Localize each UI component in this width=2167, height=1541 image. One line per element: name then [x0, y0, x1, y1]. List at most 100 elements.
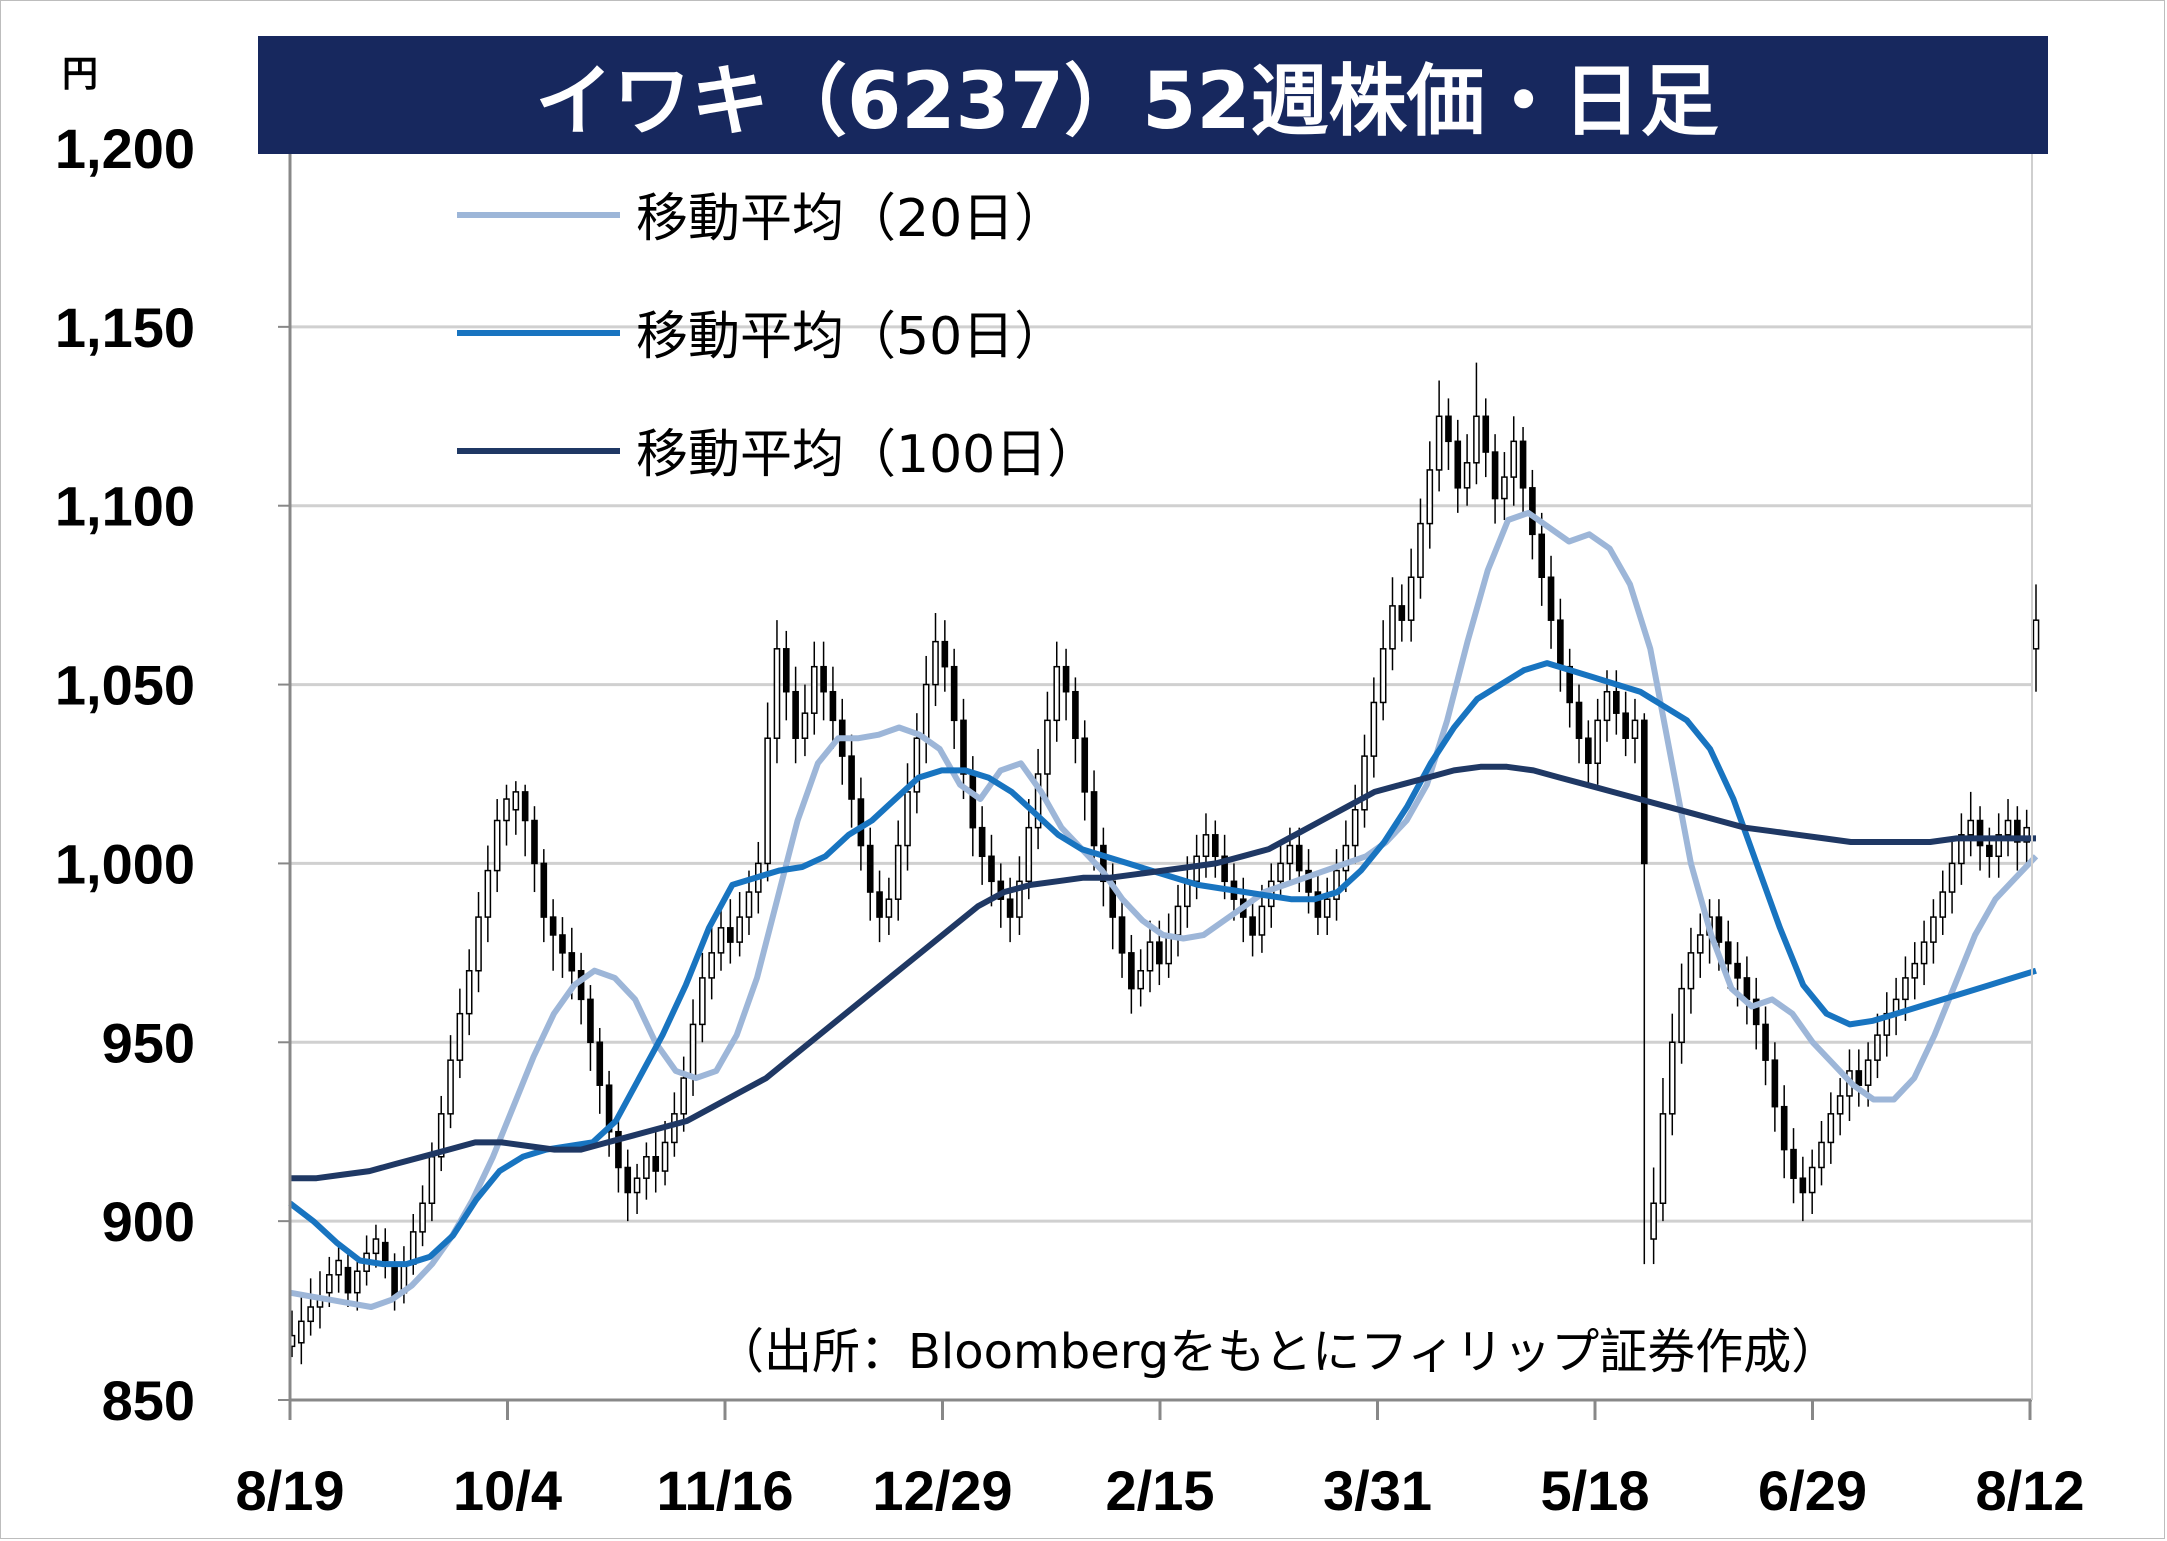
legend: 移動平均（20日） 移動平均（50日） 移動平均（100日） [457, 189, 1099, 485]
candle-body [1389, 605, 1396, 650]
candle-body [2004, 819, 2012, 836]
candle-body [1137, 969, 1144, 990]
candle-body [699, 977, 706, 1026]
candle-body [475, 916, 482, 972]
candle-body [1510, 440, 1518, 478]
candle-body [1696, 934, 1704, 954]
candle-body [801, 712, 809, 739]
candle-body [1864, 1059, 1872, 1086]
candle-body [960, 719, 967, 775]
candle-body [1874, 1034, 1881, 1061]
candle-body [1715, 916, 1723, 943]
candle-body [932, 640, 939, 686]
candle-body [1295, 844, 1303, 872]
candle-body [1790, 1148, 1797, 1179]
candle-body [1128, 952, 1135, 990]
candle-body [1314, 891, 1322, 918]
candle-body [1305, 869, 1312, 893]
candle-body [1146, 941, 1154, 972]
candle-body [988, 855, 995, 883]
candle-body [1976, 819, 1984, 847]
candle-body [1361, 755, 1368, 811]
title-banner [258, 36, 2048, 154]
candle-body [1034, 773, 1042, 829]
candle-body [298, 1320, 305, 1344]
candle-body [1948, 862, 1956, 893]
candle-body [661, 1141, 669, 1172]
x-tick-label: 6/29 [1758, 1459, 1867, 1522]
candle-body [428, 1156, 436, 1205]
candle-body [1752, 998, 1760, 1026]
candle-body [1323, 898, 1331, 918]
candle-body [1566, 665, 1574, 704]
x-tick-label: 2/15 [1106, 1459, 1215, 1522]
x-tick-labels: 8/19 10/4 11/16 12/29 2/15 3/31 5/18 6/29 8/12 [236, 1459, 2085, 1522]
candle-body [2032, 619, 2040, 650]
candle-body [1678, 987, 1685, 1044]
candle-body [1333, 869, 1340, 900]
candle-body [866, 844, 874, 893]
x-tick-label: 3/31 [1323, 1459, 1432, 1522]
candle-body [1902, 977, 1909, 1001]
legend-label-ma100: 移動平均（100日） [636, 425, 1099, 485]
candle-body [782, 648, 790, 693]
candle-body [447, 1059, 454, 1115]
candle-body [1202, 834, 1210, 858]
candle-body [2014, 819, 2021, 843]
candle-body [587, 998, 594, 1044]
candle-body [1072, 690, 1079, 739]
candle-body [1594, 719, 1601, 765]
candle-body [493, 819, 501, 872]
candle-body [615, 1130, 622, 1169]
candle-body [652, 1156, 660, 1172]
candle-body [941, 640, 949, 668]
candle-body [1482, 415, 1490, 453]
candle-body [1743, 977, 1751, 1001]
candle-body [1407, 576, 1415, 621]
candle-body [680, 1077, 688, 1115]
candle-body [1463, 462, 1471, 489]
candle-body [1967, 819, 1975, 836]
candle-body [1818, 1141, 1825, 1169]
candle-body [1211, 834, 1219, 858]
candle-body [829, 690, 837, 722]
y-tick-label: 850 [102, 1369, 195, 1432]
candle-body [484, 869, 492, 918]
candle-body [1025, 826, 1033, 883]
candle-body [437, 1113, 445, 1158]
candle-body [335, 1259, 342, 1276]
candle-body [1501, 476, 1508, 500]
candle-body [773, 648, 781, 739]
series-line-ma20 [289, 509, 2039, 1310]
candle-body [894, 844, 902, 900]
x-tick-label: 5/18 [1541, 1459, 1650, 1522]
candle-body [1016, 880, 1023, 918]
candle-body [1473, 415, 1480, 464]
candle-body [1249, 916, 1256, 936]
candle-body [624, 1166, 632, 1194]
candle-body [1575, 701, 1583, 739]
candle-body [1687, 952, 1695, 990]
candle-body [372, 1238, 380, 1255]
candle-body [1911, 962, 1919, 979]
candle-body [1538, 533, 1546, 579]
series-line-ma50 [288, 660, 2037, 1268]
candle-body [717, 927, 725, 954]
y-tick-label: 1,000 [55, 832, 195, 895]
source-note: （出所：Bloombergをもとにフィリップ証券作成） [716, 1324, 1839, 1380]
candle-body [1156, 941, 1163, 965]
candle-body [885, 898, 893, 918]
candle-body [1939, 891, 1947, 918]
candle-body [689, 1023, 697, 1079]
candle-body [904, 791, 911, 847]
candle-body [465, 969, 473, 1015]
y-tick-label: 950 [102, 1011, 195, 1074]
y-tick-label: 900 [102, 1190, 195, 1253]
candle-body [1827, 1113, 1835, 1144]
candle-body [1668, 1041, 1676, 1115]
candle-body [1640, 719, 1648, 865]
candle-body [1370, 701, 1378, 757]
candle-body [1118, 916, 1126, 954]
candle-body [353, 1270, 361, 1294]
candle-body [1920, 941, 1928, 965]
